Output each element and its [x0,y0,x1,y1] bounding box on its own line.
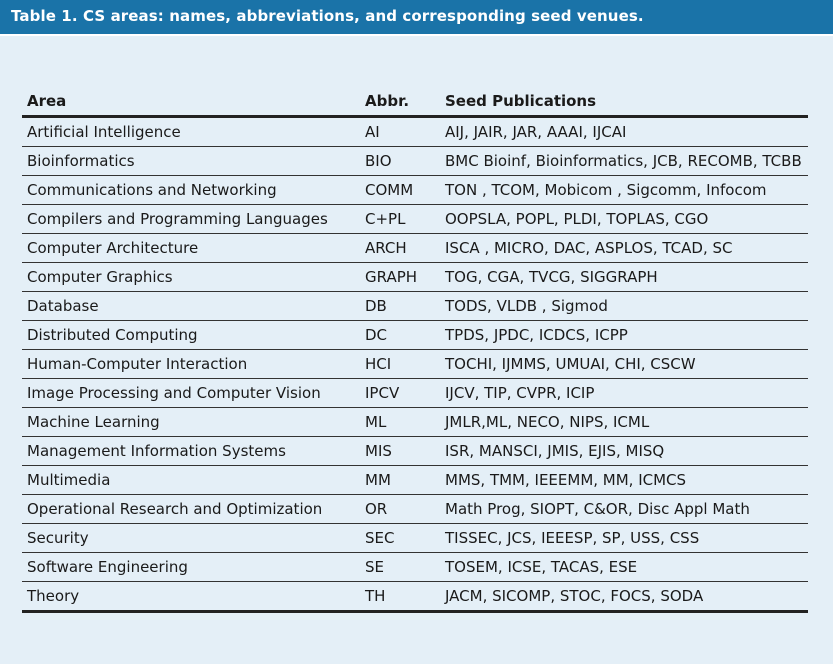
area-cell: Image Processing and Computer Vision [22,378,360,408]
seed-publications-cell: BMC Bioinf, Bioinformatics, JCB, RECOMB,… [440,146,808,176]
abbr-cell: DB [360,291,440,321]
header-seed-publications: Seed Publications [440,87,808,118]
abbr-cell: SEC [360,523,440,553]
seed-publications-cell: ISR, MANSCI, JMIS, EJIS, MISQ [440,436,808,466]
seed-publications-cell: AIJ, JAIR, JAR, AAAI, IJCAI [440,116,808,147]
table-row: Communications and Networking COMM TON , T… [22,175,808,205]
seed-publications-cell: MMS, TMM, IEEEMM, MM, ICMCS [440,465,808,495]
abbr-cell: GRAPH [360,262,440,292]
area-cell: Bioinformatics [22,146,360,176]
table-row: Theory TH JACM, SICOMP, STOC, FOCS, SODA [22,581,808,613]
area-cell: Management Information Systems [22,436,360,466]
table-row: Software Engineering SE TOSEM, ICSE, TACAS… [22,552,808,582]
seed-publications-cell: Math Prog, SIOPT, C&OR, Disc Appl Math [440,494,808,524]
abbr-cell: TH [360,581,440,613]
table-row: Operational Research and Optimization OR M… [22,494,808,524]
table-header-row: Area Abbr. Seed Publications [22,87,808,118]
area-cell: Operational Research and Optimization [22,494,360,524]
table-row: Human-Computer Interaction HCI TOCHI, IJMM… [22,349,808,379]
seed-publications-cell: TISSEC, JCS, IEEESP, SP, USS, CSS [440,523,808,553]
area-cell: Human-Computer Interaction [22,349,360,379]
table-caption: Table 1. CS areas: names, abbreviations,… [11,7,644,25]
seed-publications-cell: JACM, SICOMP, STOC, FOCS, SODA [440,581,808,613]
seed-publications-cell: TON , TCOM, Mobicom , Sigcomm, Infocom [440,175,808,205]
seed-publications-cell: TOG, CGA, TVCG, SIGGRAPH [440,262,808,292]
area-cell: Machine Learning [22,407,360,437]
area-cell: Security [22,523,360,553]
area-cell: Theory [22,581,360,613]
abbr-cell: MIS [360,436,440,466]
area-cell: Compilers and Programming Languages [22,204,360,234]
table-row: Multimedia MM MMS, TMM, IEEEMM, MM, ICMCS [22,465,808,495]
table-row: Artificial Intelligence AI AIJ, JAIR, JAR,… [22,116,808,147]
seed-publications-cell: JMLR,ML, NECO, NIPS, ICML [440,407,808,437]
abbr-cell: ARCH [360,233,440,263]
seed-publications-cell: TODS, VLDB , Sigmod [440,291,808,321]
area-cell: Multimedia [22,465,360,495]
table-row: Machine Learning ML JMLR,ML, NECO, NIPS, I… [22,407,808,437]
seed-publications-cell: IJCV, TIP, CVPR, ICIP [440,378,808,408]
abbr-cell: OR [360,494,440,524]
header-abbr: Abbr. [360,87,440,118]
area-cell: Communications and Networking [22,175,360,205]
table-row: Distributed Computing DC TPDS, JPDC, ICDCS… [22,320,808,350]
table-row: Compilers and Programming Languages C+PL O… [22,204,808,234]
area-cell: Distributed Computing [22,320,360,350]
area-cell: Software Engineering [22,552,360,582]
area-cell: Database [22,291,360,321]
table-caption-banner: Table 1. CS areas: names, abbreviations,… [0,0,833,36]
abbr-cell: C+PL [360,204,440,234]
abbr-cell: IPCV [360,378,440,408]
abbr-cell: COMM [360,175,440,205]
abbr-cell: AI [360,116,440,147]
cs-areas-table: Area Abbr. Seed Publications Artificial … [22,87,808,613]
table-row: Computer Architecture ARCH ISCA , MICRO, D… [22,233,808,263]
abbr-cell: ML [360,407,440,437]
table-row: Computer Graphics GRAPH TOG, CGA, TVCG, SI… [22,262,808,292]
area-cell: Artificial Intelligence [22,116,360,147]
table-row: Management Information Systems MIS ISR, MA… [22,436,808,466]
seed-publications-cell: TOSEM, ICSE, TACAS, ESE [440,552,808,582]
abbr-cell: BIO [360,146,440,176]
seed-publications-cell: TOCHI, IJMMS, UMUAI, CHI, CSCW [440,349,808,379]
seed-publications-cell: ISCA , MICRO, DAC, ASPLOS, TCAD, SC [440,233,808,263]
seed-publications-cell: OOPSLA, POPL, PLDI, TOPLAS, CGO [440,204,808,234]
abbr-cell: MM [360,465,440,495]
table-row: Bioinformatics BIO BMC Bioinf, Bioinformat… [22,146,808,176]
table-row: Image Processing and Computer Vision IPCV… [22,378,808,408]
abbr-cell: SE [360,552,440,582]
area-cell: Computer Graphics [22,262,360,292]
table-row: Database DB TODS, VLDB , Sigmod [22,291,808,321]
abbr-cell: HCI [360,349,440,379]
seed-publications-cell: TPDS, JPDC, ICDCS, ICPP [440,320,808,350]
area-cell: Computer Architecture [22,233,360,263]
abbr-cell: DC [360,320,440,350]
table-row: Security SEC TISSEC, JCS, IEEESP, SP, USS,… [22,523,808,553]
header-area: Area [22,87,360,118]
